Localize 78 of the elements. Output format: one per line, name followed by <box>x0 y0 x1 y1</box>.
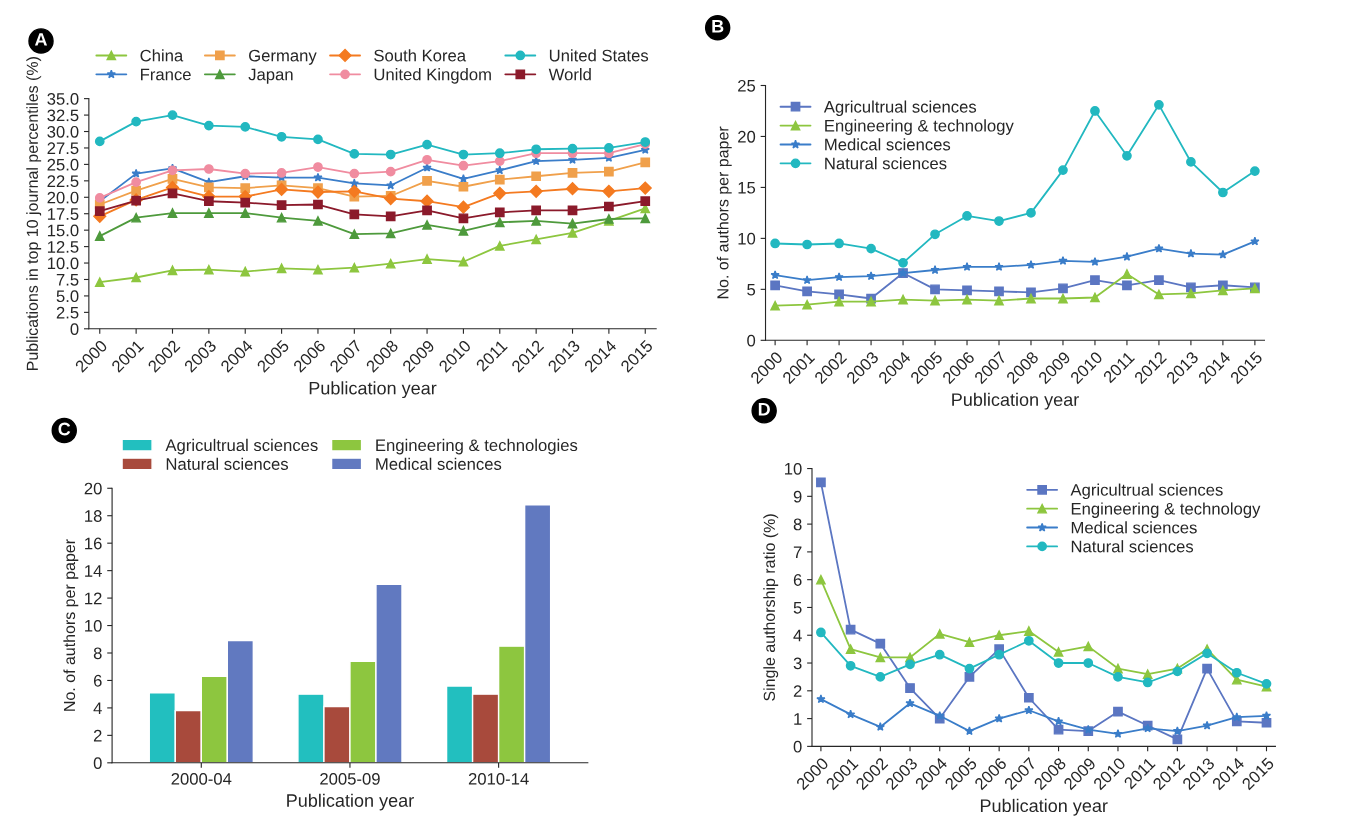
legend-label: Agricultrual sciences <box>165 438 318 455</box>
y-tick-label: 4 <box>93 702 102 714</box>
y-tick-label: 10 <box>85 619 102 632</box>
y-tick-label: 5.0 <box>56 290 79 303</box>
y-tick-label: 20.0 <box>47 191 79 204</box>
x-axis-title: Publication year <box>309 381 437 399</box>
y-tick-label: 10 <box>785 462 802 475</box>
legend-label: Germany <box>249 49 317 65</box>
y-tick-label: 20 <box>738 130 756 143</box>
y-axis-title: No. of authors per paper <box>63 539 79 711</box>
y-tick-label: 5 <box>793 602 802 614</box>
y-tick-label: 27.5 <box>47 142 79 155</box>
y-tick-label: 0 <box>747 334 756 347</box>
y-tick-label: 32.5 <box>47 109 79 122</box>
y-tick-label: 8 <box>93 647 102 660</box>
x-tick-label: 2010-14 <box>468 772 529 785</box>
y-tick-label: 2 <box>93 729 102 742</box>
y-tick-label: 35.0 <box>47 93 79 105</box>
y-tick-label: 8 <box>793 518 802 531</box>
text: B <box>712 20 724 33</box>
legend-label: Natural sciences <box>825 157 947 170</box>
legend-label: Natural sciences <box>1071 540 1194 553</box>
y-tick-label: 0 <box>793 740 802 753</box>
y-tick-label: 10 <box>738 232 756 245</box>
text: D <box>758 403 770 416</box>
y-tick-label: 16 <box>85 537 102 550</box>
y-tick-label: 7 <box>793 546 802 558</box>
y-tick-label: 6 <box>793 574 802 586</box>
legend-label: China <box>140 49 184 62</box>
y-axis-title: Publications in top 10 journal percentiles (%) <box>26 57 42 370</box>
y-tick-label: 10.0 <box>47 257 79 270</box>
y-tick-label: 14 <box>85 565 102 577</box>
y-tick-label: 12.5 <box>47 241 79 253</box>
x-axis-title: Publication year <box>287 793 414 811</box>
legend-label: France <box>141 68 191 81</box>
y-tick-label: 20 <box>84 482 102 495</box>
y-tick-label: 25 <box>738 79 756 92</box>
y-tick-label: 3 <box>793 657 802 670</box>
y-tick-label: 30.0 <box>47 125 79 138</box>
y-axis-title: Single authorship ratio (%) <box>763 514 779 701</box>
legend-label: United States <box>549 49 649 62</box>
y-tick-label: 25.0 <box>47 158 79 171</box>
legend-label: Natural sciences <box>166 457 289 470</box>
y-tick-label: 22.5 <box>47 175 79 188</box>
legend-label: Medical sciences <box>825 138 951 151</box>
y-tick-label: 17.5 <box>47 208 79 220</box>
legend-label: World <box>548 68 591 81</box>
y-tick-label: 0 <box>70 323 79 335</box>
y-tick-label: 7.5 <box>56 274 79 286</box>
legend-label: Engineering & technology <box>825 119 1014 135</box>
y-tick-label: 18 <box>85 510 102 522</box>
text: A <box>34 33 48 46</box>
y-tick-label: 4 <box>793 629 802 642</box>
y-tick-label: 2.5 <box>56 306 79 319</box>
legend-label: United Kingdom <box>374 68 491 84</box>
y-tick-label: 15.0 <box>47 224 79 237</box>
y-tick-label: 1 <box>794 713 802 725</box>
legend-label: Japan <box>248 68 293 84</box>
y-axis-title: No. of authors per paper <box>716 126 732 299</box>
text: C <box>58 422 71 436</box>
legend-label: South Korea <box>374 49 467 62</box>
y-tick-label: 12 <box>85 592 102 605</box>
y-tick-label: 15 <box>738 181 756 194</box>
x-axis-title: Publication year <box>980 798 1108 816</box>
legend-label: Engineering & technologies <box>376 438 578 455</box>
legend-label: Medical sciences <box>376 457 502 470</box>
legend-label: Engineering & technology <box>1071 502 1261 518</box>
legend-label: Medical sciences <box>1071 521 1197 534</box>
y-tick-label: 6 <box>93 674 102 687</box>
y-tick-label: 9 <box>793 490 802 503</box>
y-tick-label: 5 <box>747 283 756 296</box>
y-tick-label: 0 <box>93 757 102 770</box>
x-tick-label: 2000-04 <box>171 772 232 785</box>
x-axis-title: Publication year <box>952 392 1079 410</box>
legend-label: Agricultrual sciences <box>1070 483 1223 500</box>
y-tick-label: 2 <box>793 685 802 697</box>
x-tick-label: 2005-09 <box>320 772 380 785</box>
legend-label: Agricultrual sciences <box>823 100 977 117</box>
